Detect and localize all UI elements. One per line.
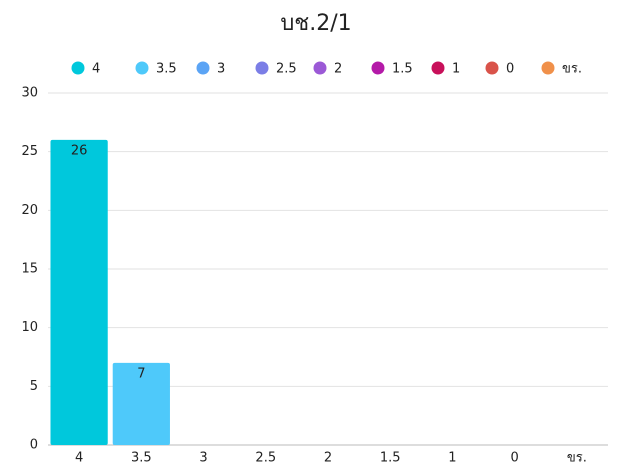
legend-label: 1.5 bbox=[392, 62, 413, 77]
x-tick-label: 3 bbox=[199, 451, 207, 466]
y-tick-label: 25 bbox=[21, 144, 38, 159]
legend-swatch bbox=[135, 61, 149, 75]
legend-label: 2.5 bbox=[276, 62, 297, 77]
data-label: 7 bbox=[137, 366, 145, 381]
legend-label: 2 bbox=[334, 62, 342, 77]
legend-swatch bbox=[541, 61, 555, 75]
bar bbox=[50, 139, 108, 445]
x-tick-label: 3.5 bbox=[131, 451, 152, 466]
x-tick-label: 0 bbox=[511, 451, 519, 466]
x-tick-label: 2 bbox=[324, 451, 332, 466]
y-tick-label: 0 bbox=[30, 438, 38, 453]
x-tick-label: ขร. bbox=[567, 451, 587, 466]
x-tick-label: 2.5 bbox=[255, 451, 276, 466]
legend-swatch bbox=[313, 61, 327, 75]
legend-swatch bbox=[431, 61, 445, 75]
x-tick-label: 1 bbox=[448, 451, 456, 466]
legend-label: 3 bbox=[217, 62, 225, 77]
legend-swatch bbox=[371, 61, 385, 75]
y-tick-label: 30 bbox=[21, 86, 38, 101]
chart-title: บช.2/1 bbox=[280, 11, 351, 36]
legend-label: 4 bbox=[92, 62, 100, 77]
x-tick-label: 4 bbox=[75, 451, 83, 466]
legend-label: 0 bbox=[506, 62, 514, 77]
legend-swatch bbox=[71, 61, 85, 75]
y-tick-label: 5 bbox=[30, 379, 38, 394]
bar bbox=[112, 362, 170, 445]
y-tick-label: 20 bbox=[21, 203, 38, 218]
legend-label: ขร. bbox=[562, 62, 582, 77]
y-tick-label: 15 bbox=[21, 262, 38, 277]
legend-label: 1 bbox=[452, 62, 460, 77]
legend-swatch bbox=[485, 61, 499, 75]
y-tick-label: 10 bbox=[21, 320, 38, 335]
legend-swatch bbox=[196, 61, 210, 75]
legend-swatch bbox=[255, 61, 269, 75]
data-label: 26 bbox=[71, 143, 88, 158]
legend-label: 3.5 bbox=[156, 62, 177, 77]
x-tick-label: 1.5 bbox=[380, 451, 401, 466]
